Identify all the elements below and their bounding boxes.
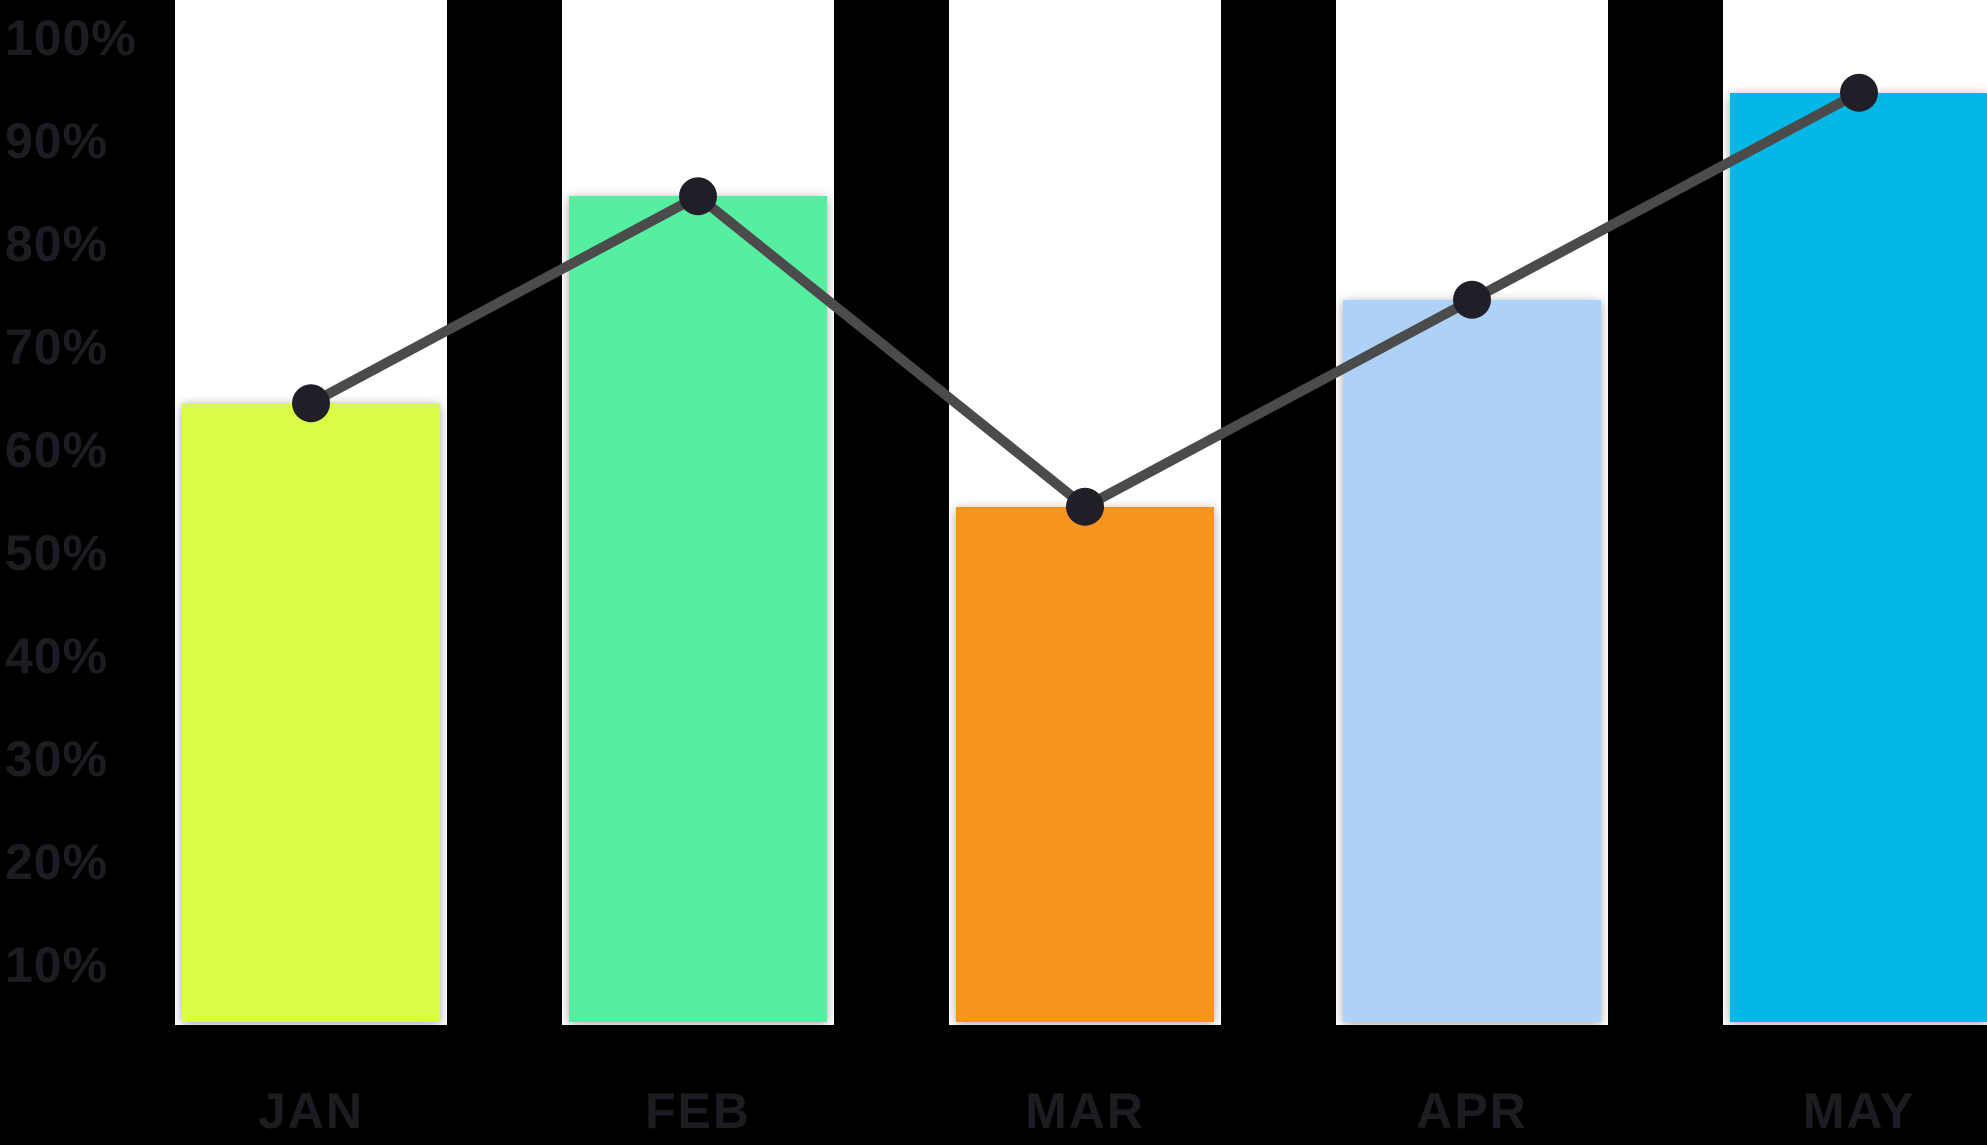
y-axis-tick-60pct: 60% — [5, 422, 109, 478]
y-axis-tick-40pct: 40% — [5, 628, 109, 684]
bar-mar — [956, 506, 1214, 1022]
y-axis-tick-50pct: 50% — [5, 525, 109, 581]
y-axis-tick-80pct: 80% — [5, 216, 109, 272]
y-axis-tick-100pct: 100% — [5, 10, 137, 66]
y-axis-tick-90pct: 90% — [5, 113, 109, 169]
y-axis-tick-10pct: 10% — [5, 937, 109, 993]
bar-apr — [1343, 299, 1601, 1022]
x-axis-label-mar: MAR — [1025, 1083, 1145, 1139]
x-axis-label-apr: APR — [1416, 1083, 1528, 1139]
y-axis-tick-20pct: 20% — [5, 834, 109, 890]
x-axis-label-jan: JAN — [257, 1083, 365, 1139]
bar-may — [1730, 92, 1987, 1022]
bar-feb — [569, 196, 827, 1022]
x-axis-label-feb: FEB — [645, 1083, 751, 1139]
y-axis-tick-70pct: 70% — [5, 319, 109, 375]
bar-jan — [182, 403, 440, 1022]
x-axis-label-may: MAY — [1802, 1083, 1916, 1139]
y-axis-tick-30pct: 30% — [5, 731, 109, 787]
